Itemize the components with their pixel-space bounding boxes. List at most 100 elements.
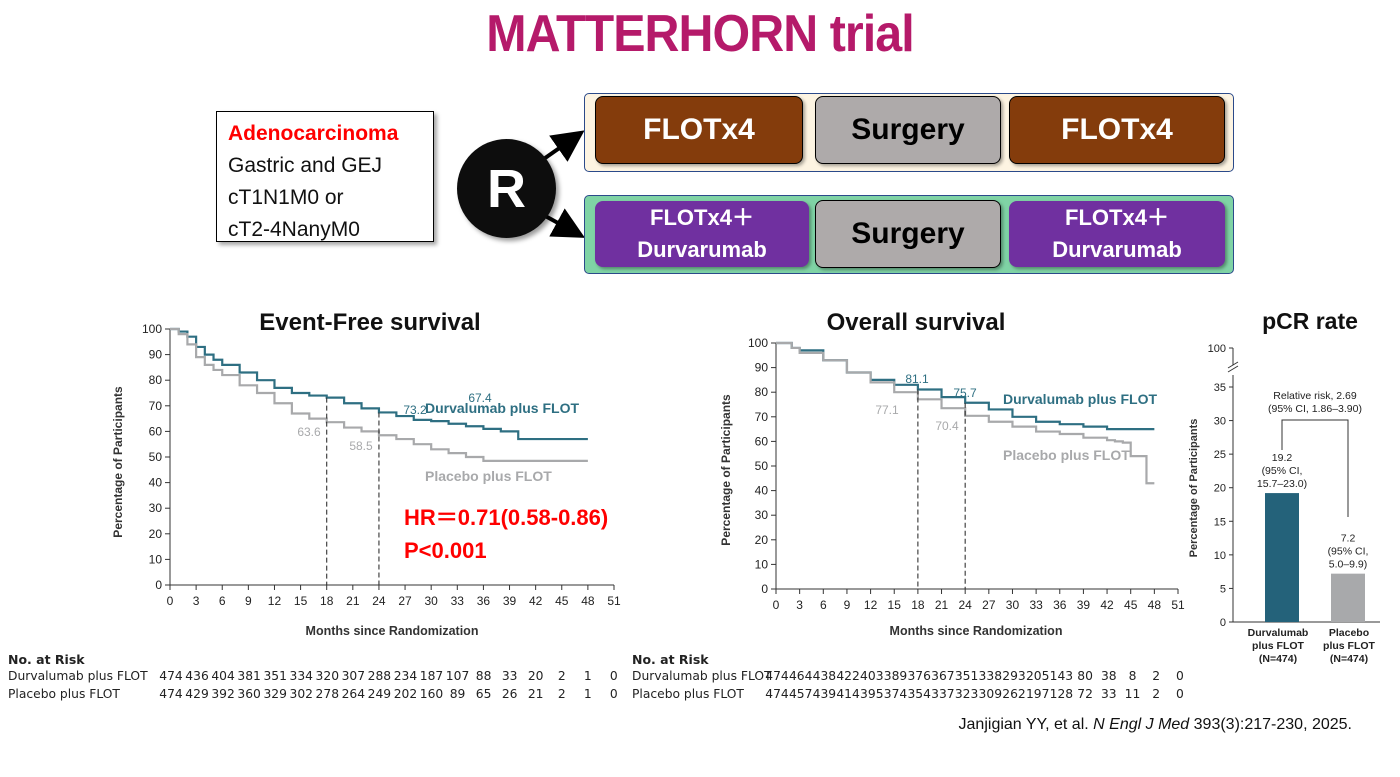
os-risk-cell: 376 <box>907 669 931 683</box>
os-y-tick-label: 100 <box>748 336 768 350</box>
pcr-relative-risk-annotation-line: Relative risk, 2.69 <box>1273 390 1357 402</box>
os-legend-durvalumab: Durvalumab plus FLOT <box>1003 391 1157 407</box>
os-x-tick-label: 15 <box>888 598 902 612</box>
criteria-line-stage-1: cT1N1M0 or <box>228 186 344 209</box>
efs-x-tick-label: 15 <box>294 594 308 608</box>
efs-x-tick-label: 3 <box>193 594 200 608</box>
efs-hazard-ratio: HR＝0.71(0.58-0.86) <box>404 505 608 530</box>
pcr-bar-durvalumab <box>1265 493 1299 622</box>
efs-x-axis-label: Months since Randomization <box>306 624 479 638</box>
efs-risk-cell: 20 <box>527 669 544 683</box>
efs-p-value: P<0.001 <box>404 538 487 563</box>
pcr-category-label: Placebo plus FLOT (N=474) <box>1323 627 1375 665</box>
citation-authors: Janjigian YY, et al. <box>958 716 1094 733</box>
os-risk-cell: 2 <box>1152 669 1161 683</box>
efs-risk-cell: 0 <box>609 669 618 683</box>
efs-y-tick-label: 40 <box>149 476 163 490</box>
efs-risk-cell: 392 <box>211 687 235 701</box>
pcr-y-tick-label: 35 <box>1214 382 1226 394</box>
pcr-axis-break-mark-1 <box>1227 365 1239 373</box>
efs-risk-row-durva-label: Durvalumab plus FLOT <box>8 669 148 683</box>
efs-risk-cell: 234 <box>393 669 418 683</box>
os-risk-cell: 11 <box>1124 687 1141 701</box>
efs-y-tick-label: 70 <box>149 399 163 413</box>
pcr-relative-risk-annotation: Relative risk, 2.69 (95% CI, 1.86–3.90) <box>1268 390 1362 415</box>
pcr-bar-label: 7.2 (95% CI, 5.0–9.9) <box>1328 533 1369 571</box>
os-risk-cell: 33 <box>1100 687 1117 701</box>
efs-chart: Event-Free survival Percentage of Partic… <box>111 309 621 638</box>
pcr-y-tick-label: 15 <box>1214 516 1226 528</box>
os-x-tick-label: 21 <box>935 598 949 612</box>
efs-risk-header: No. at Risk <box>8 652 85 667</box>
efs-risk-cell: 381 <box>237 669 261 683</box>
pcr-y-tick-label: 10 <box>1214 550 1226 562</box>
efs-risk-cell: 436 <box>185 669 209 683</box>
durvalumab-arm-panel: FLOTx4＋ Durvarumab Surgery FLOTx4＋ Durva… <box>584 195 1234 274</box>
pcr-y-tick-label: 0 <box>1220 617 1226 629</box>
pcr-category-label-line: plus FLOT <box>1252 640 1304 652</box>
efs-risk-cell: 1 <box>583 687 592 701</box>
efs-chart-title: Event-Free survival <box>259 309 480 336</box>
efs-label-durva-24: 67.4 <box>468 391 492 405</box>
os-y-axis-label: Percentage of Participants <box>719 394 733 546</box>
arm2-flot-durva-pre-box: FLOTx4＋ Durvarumab <box>595 201 809 267</box>
os-y-tick-label: 20 <box>755 533 769 547</box>
os-y-tick-label: 0 <box>761 582 768 596</box>
os-x-tick-label: 48 <box>1148 598 1162 612</box>
os-risk-cell: 414 <box>836 687 860 701</box>
os-series-placebo-line <box>776 341 1155 485</box>
efs-label-placebo-24: 58.5 <box>349 439 373 453</box>
os-x-tick-label: 12 <box>864 598 878 612</box>
efs-x-tick-label: 9 <box>245 594 252 608</box>
pcr-category-label-line: plus FLOT <box>1323 640 1375 652</box>
os-risk-header: No. at Risk <box>632 652 709 667</box>
efs-y-tick-label: 80 <box>149 373 163 387</box>
os-risk-row-placebo-label: Placebo plus FLOT <box>632 687 744 701</box>
os-risk-cell: 338 <box>978 669 1003 683</box>
efs-risk-cell: 107 <box>445 669 470 683</box>
pcr-y-tick-label: 25 <box>1214 449 1226 461</box>
efs-x-tick-label: 45 <box>555 594 569 608</box>
citation-details: 393(3):217-230, 2025. <box>1189 716 1352 733</box>
os-risk-cell: 337 <box>931 687 955 701</box>
os-risk-cell: 439 <box>812 687 837 701</box>
pcr-bar-label-line: 15.7–23.0) <box>1257 478 1307 490</box>
efs-risk-cell: 21 <box>527 687 544 701</box>
os-risk-cell: 309 <box>978 687 1003 701</box>
efs-x-tick-label: 48 <box>581 594 595 608</box>
os-x-tick-label: 33 <box>1029 598 1043 612</box>
os-risk-cell: 0 <box>1175 669 1184 683</box>
os-label-placebo-24: 70.4 <box>935 419 959 433</box>
efs-x-tick-label: 12 <box>268 594 282 608</box>
os-x-tick-label: 6 <box>820 598 827 612</box>
os-risk-cell: 395 <box>860 687 884 701</box>
efs-risk-cell: 329 <box>263 687 287 701</box>
efs-y-tick-label: 30 <box>149 501 163 515</box>
os-risk-cell: 2 <box>1152 687 1161 701</box>
os-y-tick-label: 70 <box>755 410 769 424</box>
efs-x-tick-label: 36 <box>477 594 491 608</box>
pcr-y-tick-label: 30 <box>1214 416 1226 428</box>
pcr-bar-label-line: 5.0–9.9) <box>1329 559 1368 571</box>
os-chart: Overall survival Percentage of Participa… <box>719 309 1185 638</box>
os-risk-cell: 143 <box>1049 669 1074 683</box>
os-label-placebo-18: 77.1 <box>875 403 899 417</box>
os-x-axis-label: Months since Randomization <box>890 624 1063 638</box>
arm1-flot-pre-box: FLOTx4 <box>595 96 803 164</box>
efs-risk-cell: 307 <box>341 669 366 683</box>
efs-x-tick-label: 0 <box>167 594 174 608</box>
pcr-category-label-line: Durvalumab <box>1248 627 1309 639</box>
arm1-flot-post-box: FLOTx4 <box>1009 96 1225 164</box>
criteria-line-histology: Adenocarcinoma <box>228 122 399 145</box>
efs-y-tick-label: 10 <box>149 552 163 566</box>
efs-risk-cell: 1 <box>583 669 592 683</box>
efs-risk-cell: 160 <box>419 687 444 701</box>
efs-risk-cell: 360 <box>237 687 261 701</box>
pcr-bar-placebo <box>1331 573 1365 622</box>
pcr-category-label-line: (N=474) <box>1259 653 1297 665</box>
os-risk-cell: 323 <box>954 687 979 701</box>
pcr-chart: pCR rate Percentage of Participants 0 5 10… <box>1188 308 1380 665</box>
pcr-bar-label-line: 19.2 <box>1272 452 1293 464</box>
criteria-line-stage-2: cT2-4NanyM0 <box>228 218 360 241</box>
os-x-tick-label: 0 <box>773 598 780 612</box>
